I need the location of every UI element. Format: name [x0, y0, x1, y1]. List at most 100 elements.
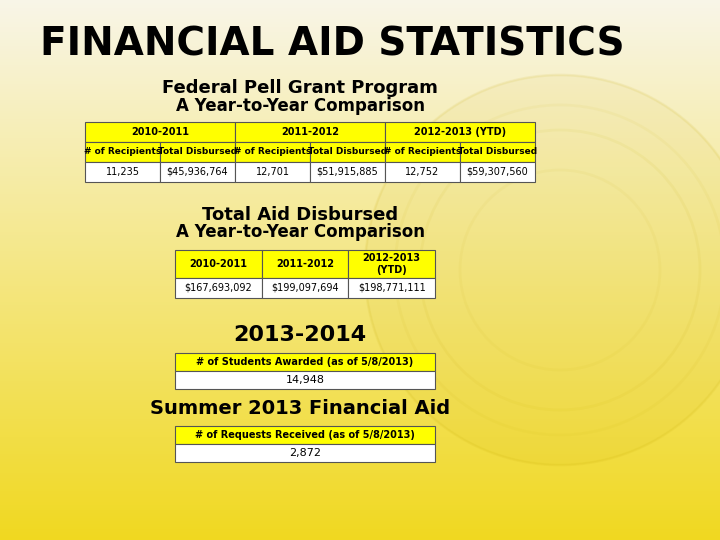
- Bar: [0, 56, 720, 59]
- Bar: [0, 280, 720, 284]
- Bar: [0, 213, 720, 216]
- Bar: [0, 472, 720, 475]
- Bar: [0, 5, 720, 8]
- Text: $198,771,111: $198,771,111: [358, 283, 426, 293]
- Bar: [0, 16, 720, 19]
- Bar: [0, 450, 720, 454]
- Bar: [0, 305, 720, 308]
- Bar: [0, 526, 720, 529]
- Bar: [0, 89, 720, 92]
- Bar: [0, 342, 720, 346]
- Bar: [0, 396, 720, 400]
- Bar: [0, 175, 720, 178]
- Bar: [0, 180, 720, 184]
- Bar: [0, 453, 720, 456]
- Bar: [0, 215, 720, 219]
- Bar: [0, 275, 720, 278]
- Bar: [0, 315, 720, 319]
- Bar: [0, 210, 720, 213]
- Bar: [85, 162, 160, 182]
- Bar: [0, 172, 720, 176]
- Bar: [0, 45, 720, 49]
- Bar: [160, 142, 235, 162]
- Text: A Year-to-Year Comparison: A Year-to-Year Comparison: [176, 223, 425, 241]
- Bar: [0, 43, 720, 46]
- Bar: [0, 529, 720, 532]
- Bar: [0, 261, 720, 265]
- Text: 14,948: 14,948: [286, 375, 325, 385]
- Text: $45,936,764: $45,936,764: [167, 167, 228, 177]
- Text: Federal Pell Grant Program: Federal Pell Grant Program: [162, 79, 438, 97]
- Bar: [0, 345, 720, 348]
- Bar: [0, 67, 720, 70]
- Bar: [0, 399, 720, 402]
- Bar: [0, 132, 720, 135]
- Bar: [0, 183, 720, 186]
- Bar: [0, 310, 720, 313]
- Bar: [0, 437, 720, 440]
- Bar: [0, 367, 720, 370]
- Bar: [85, 122, 235, 142]
- Bar: [0, 364, 720, 367]
- Bar: [261, 250, 348, 278]
- Bar: [0, 431, 720, 435]
- Bar: [0, 372, 720, 375]
- Bar: [0, 143, 720, 146]
- Bar: [0, 70, 720, 73]
- Bar: [0, 361, 720, 365]
- Bar: [0, 510, 720, 513]
- Bar: [0, 121, 720, 124]
- Text: FINANCIAL AID STATISTICS: FINANCIAL AID STATISTICS: [40, 26, 625, 64]
- Bar: [0, 37, 720, 40]
- Bar: [0, 156, 720, 159]
- Bar: [310, 142, 385, 162]
- Text: 2011-2012: 2011-2012: [276, 259, 334, 269]
- Bar: [0, 410, 720, 413]
- Bar: [0, 442, 720, 446]
- Bar: [0, 448, 720, 451]
- Bar: [0, 0, 720, 3]
- Bar: [0, 167, 720, 170]
- Bar: [0, 259, 720, 262]
- Bar: [348, 278, 435, 298]
- Bar: [175, 353, 435, 371]
- Bar: [0, 188, 720, 192]
- Text: $51,915,885: $51,915,885: [317, 167, 379, 177]
- Bar: [0, 137, 720, 140]
- Bar: [0, 113, 720, 116]
- Circle shape: [365, 75, 720, 465]
- Bar: [235, 162, 310, 182]
- Text: $167,693,092: $167,693,092: [184, 283, 252, 293]
- Text: 2010-2011: 2010-2011: [131, 127, 189, 137]
- Bar: [0, 348, 720, 351]
- Text: A Year-to-Year Comparison: A Year-to-Year Comparison: [176, 97, 425, 115]
- Bar: [0, 75, 720, 78]
- Text: Total Disbursed: Total Disbursed: [158, 147, 237, 157]
- Text: Total Aid Disbursed: Total Aid Disbursed: [202, 206, 398, 224]
- Bar: [0, 26, 720, 30]
- Bar: [0, 18, 720, 22]
- Bar: [0, 178, 720, 181]
- Bar: [261, 278, 348, 298]
- Bar: [0, 464, 720, 467]
- Bar: [0, 480, 720, 483]
- Bar: [0, 423, 720, 427]
- Bar: [0, 53, 720, 57]
- Bar: [0, 151, 720, 154]
- Text: Total Disbursed: Total Disbursed: [458, 147, 537, 157]
- Bar: [385, 162, 460, 182]
- Bar: [0, 326, 720, 329]
- Bar: [175, 371, 435, 389]
- Bar: [0, 456, 720, 459]
- Text: Summer 2013 Financial Aid: Summer 2013 Financial Aid: [150, 399, 450, 417]
- Bar: [0, 359, 720, 362]
- Bar: [0, 329, 720, 332]
- Bar: [0, 94, 720, 97]
- Bar: [0, 394, 720, 397]
- Bar: [160, 162, 235, 182]
- Bar: [85, 142, 160, 162]
- Bar: [0, 469, 720, 472]
- Bar: [0, 64, 720, 68]
- Bar: [0, 537, 720, 540]
- Bar: [0, 337, 720, 340]
